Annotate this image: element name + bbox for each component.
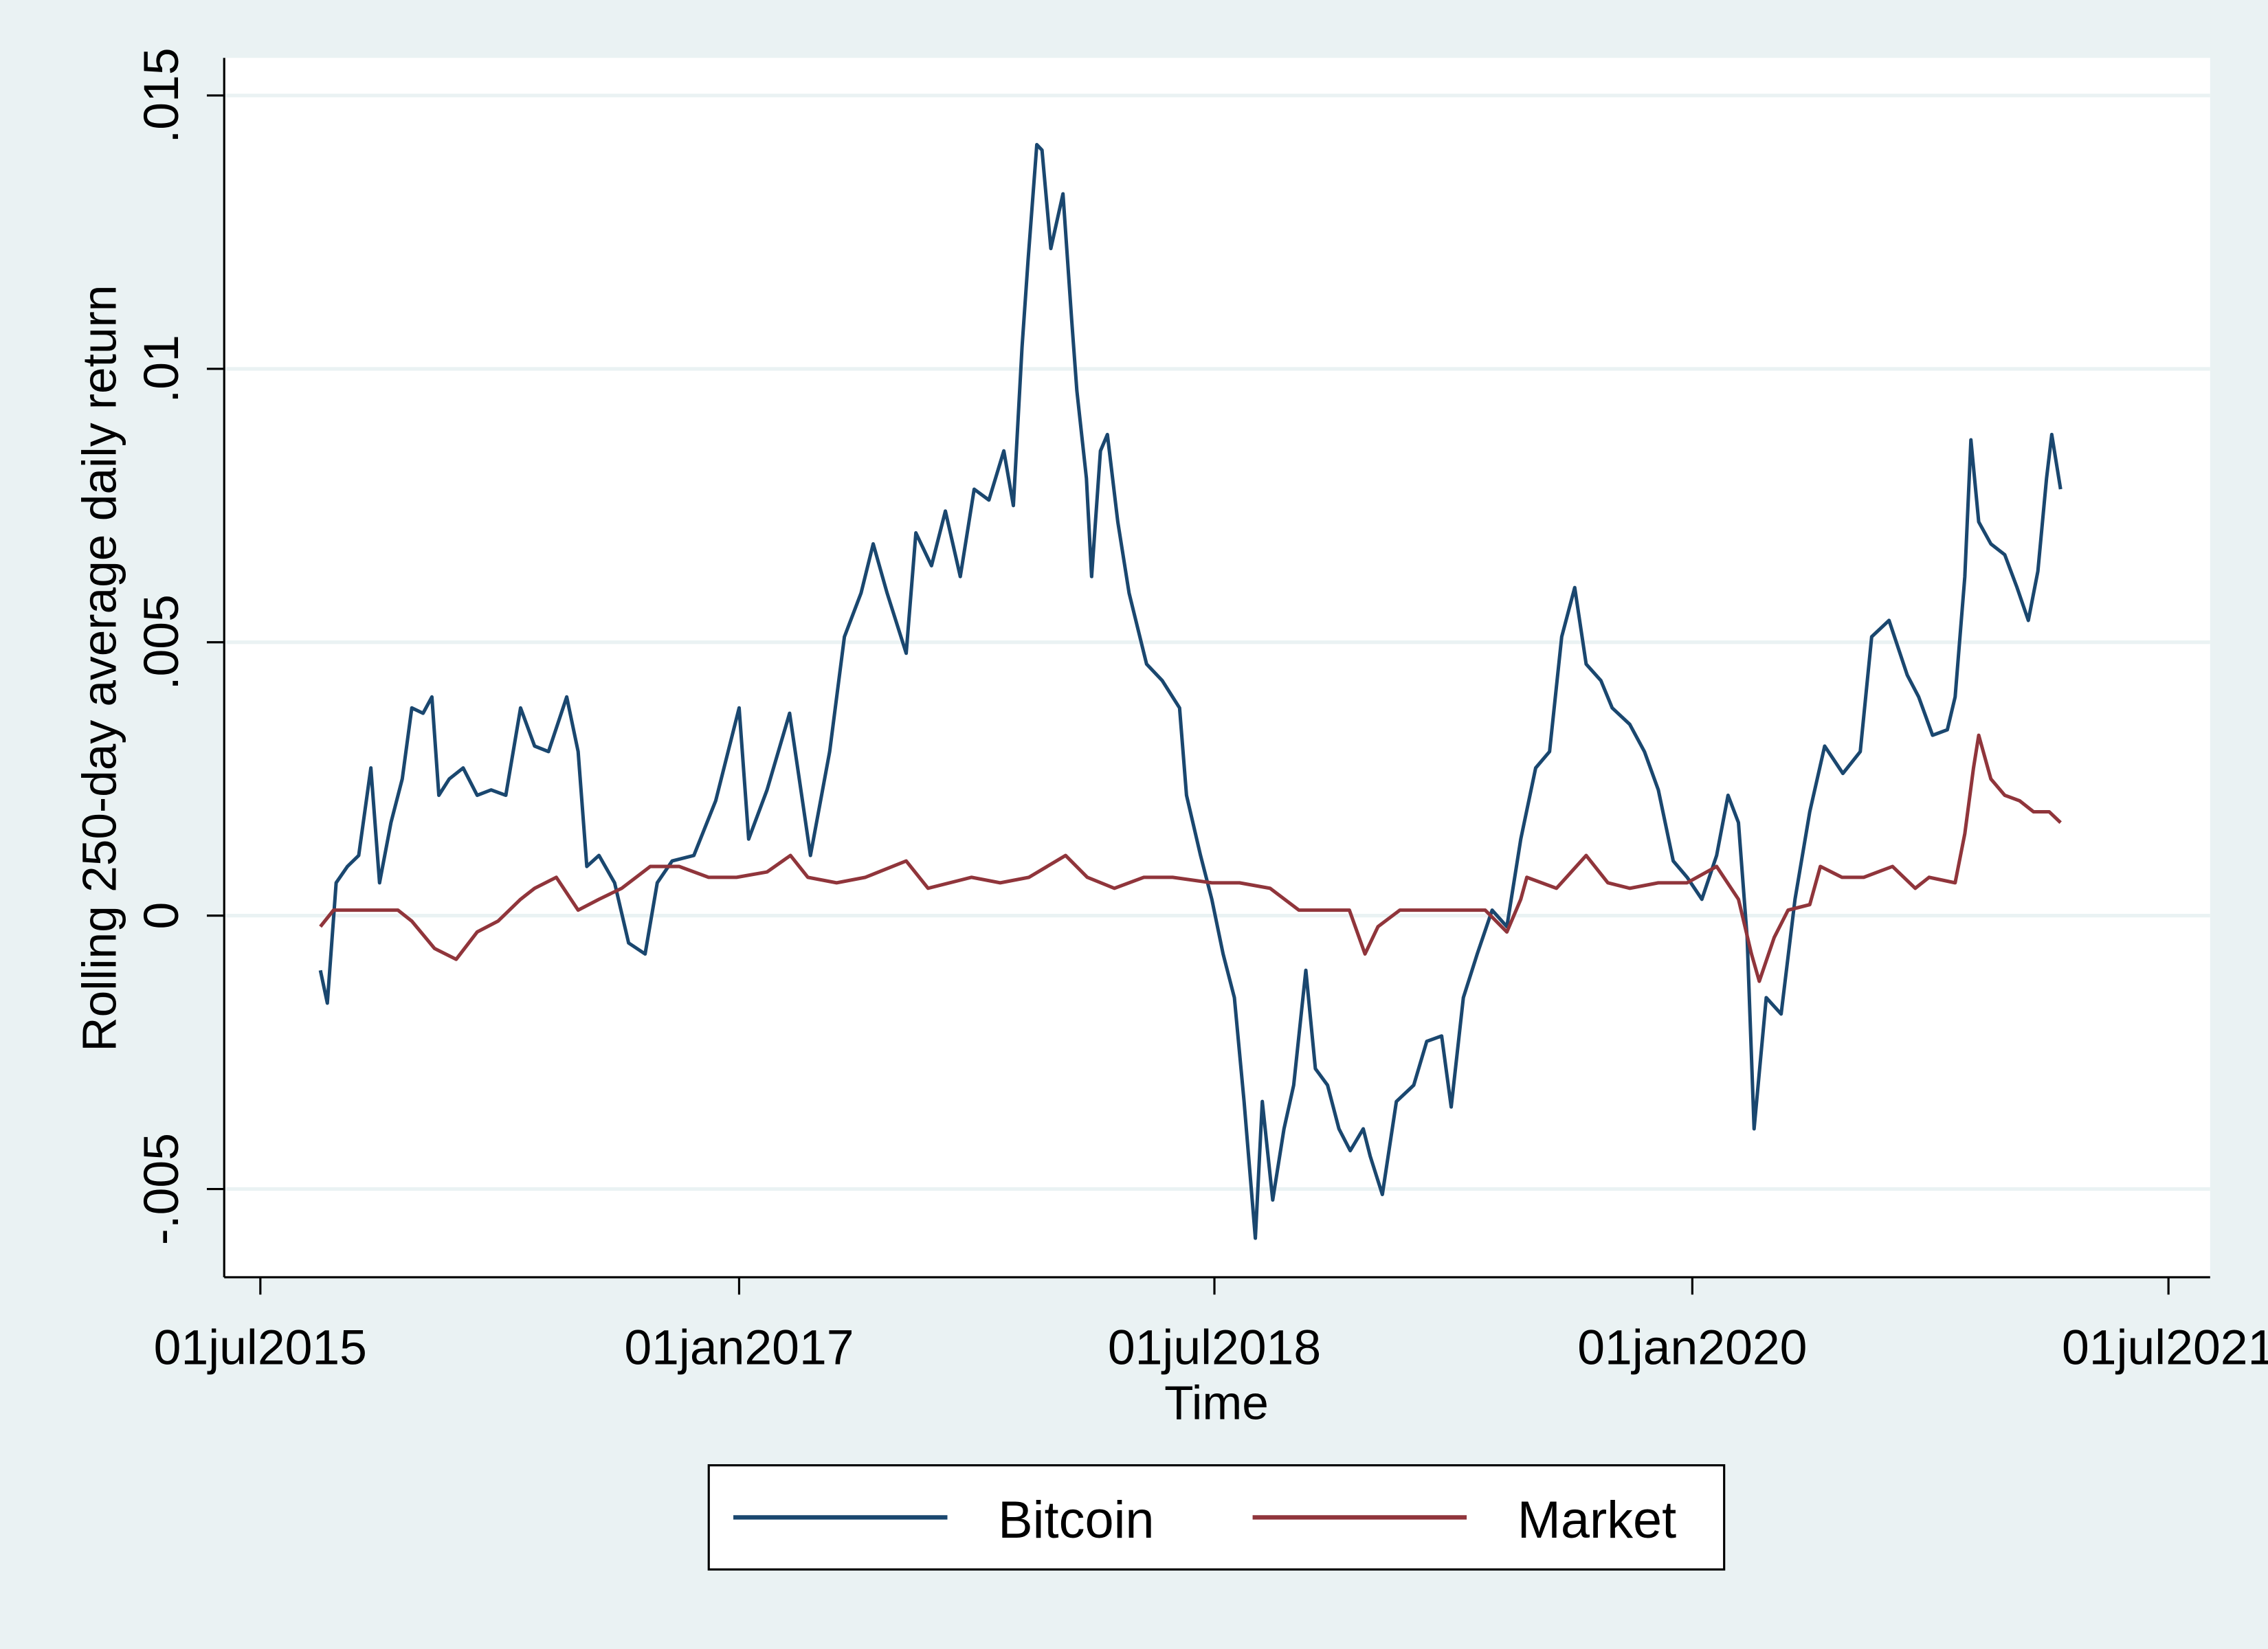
x-axis-ticks: 01jul2015 01jan2017 01jul2018 01jan2020 01ju… xyxy=(154,1277,2268,1375)
y-tick-label: .01 xyxy=(134,335,189,403)
gridlines xyxy=(225,93,2210,1191)
plot-area xyxy=(224,58,2210,1277)
x-tick-label: 01jan2020 xyxy=(1577,1320,1807,1375)
y-axis-title: Rolling 250-day average daily return xyxy=(72,285,126,1052)
x-tick-label: 01jan2017 xyxy=(624,1320,854,1375)
y-tick-label: 0 xyxy=(134,902,189,930)
x-tick-label: 01jul2021 xyxy=(2062,1320,2268,1375)
legend-label-market: Market xyxy=(1517,1491,1677,1549)
y-tick-label: -.005 xyxy=(134,1133,189,1245)
legend: Bitcoin Market xyxy=(707,1464,1726,1571)
series-line-bitcoin xyxy=(318,143,2063,1240)
y-tick-label: .015 xyxy=(134,47,189,143)
legend-label-bitcoin: Bitcoin xyxy=(998,1491,1154,1549)
y-axis-ticks: -.005 0 .005 .01 .015 xyxy=(134,47,225,1245)
y-tick-label: .005 xyxy=(134,594,189,690)
x-axis-title: Time xyxy=(1164,1376,1269,1429)
x-tick-label: 01jul2018 xyxy=(1108,1320,1321,1375)
series-lines xyxy=(318,143,2063,1240)
series-line-market xyxy=(319,733,2062,983)
x-tick-label: 01jul2015 xyxy=(154,1320,367,1375)
